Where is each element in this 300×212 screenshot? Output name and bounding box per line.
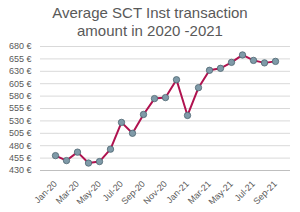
svg-text:May-20: May-20: [75, 179, 103, 204]
svg-text:555 €: 555 €: [9, 103, 32, 113]
svg-text:680 €: 680 €: [9, 41, 32, 51]
svg-text:630 €: 630 €: [9, 66, 32, 76]
svg-text:605 €: 605 €: [9, 79, 32, 89]
svg-text:480 €: 480 €: [9, 141, 32, 151]
svg-text:Nov-20: Nov-20: [141, 179, 169, 204]
svg-text:May-21: May-21: [207, 179, 235, 204]
svg-text:430 €: 430 €: [9, 165, 32, 175]
svg-text:530 €: 530 €: [9, 116, 32, 126]
svg-text:455 €: 455 €: [9, 153, 32, 163]
html-text:Average SCT Inst transaction a: Average SCT Inst transaction amount in 2…: [52, 4, 248, 39]
svg-text:Sep-21: Sep-21: [251, 179, 279, 204]
svg-text:655 €: 655 €: [9, 54, 32, 64]
svg-text:Jul-21: Jul-21: [232, 178, 257, 204]
svg-text:505 €: 505 €: [9, 128, 32, 138]
svg-text:Jul-20: Jul-20: [100, 178, 125, 204]
svg-text:580 €: 580 €: [9, 91, 32, 101]
